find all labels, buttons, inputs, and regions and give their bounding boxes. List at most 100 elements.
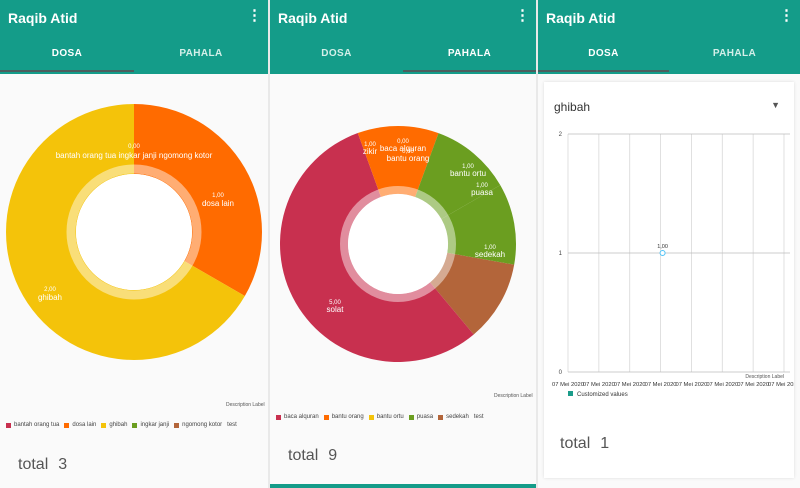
- legend-label: ingkar janji: [140, 422, 170, 428]
- legend-label: baca alquran: [284, 414, 319, 420]
- total-summary: total 1: [560, 435, 609, 453]
- legend-item: baca alquran: [276, 414, 319, 420]
- pie-slice[interactable]: [357, 126, 439, 198]
- overflow-menu-icon[interactable]: ⋮: [515, 7, 530, 24]
- tab-pahala[interactable]: PAHALA: [403, 38, 536, 74]
- chart-legend: baca alquran bantu orang bantu ortu puas…: [276, 414, 488, 420]
- slice-value-label: 1,00: [476, 183, 488, 189]
- legend-swatch: [132, 422, 138, 428]
- total-label: total: [288, 447, 319, 464]
- tab-dosa[interactable]: DOSA: [321, 48, 352, 59]
- screen-pahala-pie: Raqib Atid ⋮ DOSA PAHALA 5,00 solat 1,00 zi…: [270, 0, 536, 488]
- legend-label: Customized values: [577, 392, 628, 398]
- chart-legend: bantah orang tua dosa lain ghibah ingkar…: [6, 422, 242, 428]
- legend-label: sedekah: [446, 414, 469, 420]
- pie-slice[interactable]: [134, 104, 262, 296]
- legend-label: test: [227, 422, 237, 428]
- chart-description: Description Label: [745, 374, 784, 380]
- overflow-menu-icon[interactable]: ⋮: [779, 7, 794, 24]
- overflow-menu-icon[interactable]: ⋮: [247, 7, 262, 24]
- total-value: 3: [58, 456, 68, 473]
- slice-value-label: 1,00: [484, 245, 496, 251]
- legend-label: bantu orang: [331, 414, 364, 420]
- tab-dosa[interactable]: DOSA: [538, 38, 669, 74]
- slice-category-label: bantu orang: [387, 154, 430, 163]
- legend-swatch: [64, 422, 70, 428]
- legend-item: bantah orang tua: [6, 422, 59, 428]
- legend-label: dosa lain: [72, 422, 97, 428]
- dropdown-arrow-icon[interactable]: ▼: [771, 100, 780, 110]
- tab-pahala[interactable]: PAHALA: [712, 48, 757, 59]
- tab-dosa[interactable]: DOSA: [0, 38, 134, 74]
- legend-swatch: [276, 414, 281, 420]
- chart-card: ghibah ▼ 0 1 2 07 Mei 2020 07 Mei 2020 07 Mei…: [544, 82, 794, 478]
- slice-category-label: solat: [327, 305, 345, 314]
- legend-swatch: [323, 414, 329, 420]
- data-point[interactable]: [659, 250, 666, 256]
- legend-swatch: [408, 414, 414, 420]
- x-tick-label: 07 Mei 2020: [552, 382, 584, 388]
- slice-category-label: bantu ortu: [450, 169, 486, 178]
- pie-slice[interactable]: [415, 133, 501, 220]
- legend-item: puasa: [408, 414, 434, 420]
- legend-label: ghibah: [109, 422, 128, 428]
- legend-item: sedekah: [438, 414, 469, 420]
- category-dropdown[interactable]: ghibah: [554, 100, 591, 114]
- screen-dosa-pie: Raqib Atid ⋮ DOSA PAHALA 0,00 bantah oran…: [0, 0, 268, 488]
- legend-swatch: [438, 414, 444, 420]
- legend-swatch: [568, 391, 573, 396]
- legend-item: dosa lain: [64, 422, 96, 428]
- slice-value-label: 0,00: [397, 139, 409, 145]
- total-value: 9: [328, 447, 338, 464]
- x-tick-label: 07 Mei 2020: [706, 382, 738, 388]
- x-tick-label: 07 Mei 2020: [614, 382, 646, 388]
- pie-slice[interactable]: [441, 185, 516, 265]
- divider: [268, 0, 270, 488]
- slice-value-label: 1,00: [462, 164, 474, 170]
- tab-pahala[interactable]: PAHALA: [179, 48, 223, 59]
- slice-value-label: 0,00: [128, 144, 140, 150]
- legend-item: ngomong kotor: [174, 422, 222, 428]
- chart-description: Description Label: [226, 402, 265, 408]
- slice-value-label: 0,00: [402, 149, 414, 155]
- legend-item: bantu ortu: [368, 414, 404, 420]
- donut-hole: [76, 174, 192, 290]
- legend-label: puasa: [416, 414, 434, 420]
- y-tick-label: 0: [559, 370, 563, 376]
- total-summary: total 9: [288, 447, 337, 465]
- donut-ring: [66, 164, 202, 300]
- legend-label: ngomong kotor: [182, 422, 223, 428]
- x-tick-label: 07 Mei 2020: [675, 382, 707, 388]
- legend-item: ghibah: [101, 422, 127, 428]
- pie-slice[interactable]: [6, 104, 245, 360]
- chart-description: Description Label: [494, 393, 533, 399]
- app-title: Raqib Atid: [8, 10, 78, 26]
- pie-slice[interactable]: [280, 133, 474, 362]
- total-label: total: [560, 435, 591, 452]
- app-bar: Raqib Atid ⋮: [270, 0, 536, 38]
- slice-category-label: dosa lain: [202, 199, 234, 208]
- app-title: Raqib Atid: [278, 10, 348, 26]
- slice-value-label: 1,00: [364, 142, 376, 148]
- data-point-label: 1,00: [657, 244, 668, 250]
- y-tick-label: 2: [559, 132, 563, 138]
- tab-bar: DOSA PAHALA: [538, 38, 800, 74]
- pie-slice[interactable]: [430, 252, 515, 335]
- legend-item: test: [474, 414, 484, 420]
- tab-bar: DOSA PAHALA: [270, 38, 536, 74]
- donut-ring: [340, 186, 456, 302]
- slice-category-label: baca alquran: [380, 144, 426, 153]
- slice-value-label: 1,00: [212, 193, 224, 199]
- donut-hole: [348, 194, 448, 294]
- x-tick-label: 07 Mei 2020: [737, 382, 769, 388]
- divider: [536, 0, 538, 488]
- app-bar: Raqib Atid ⋮: [538, 0, 800, 38]
- screen-dosa-line: Raqib Atid ⋮ DOSA PAHALA ghibah ▼ 0 1 2 07 …: [538, 0, 800, 488]
- legend-item: test: [227, 422, 237, 428]
- x-tick-label: 07 Mei 2020: [768, 382, 794, 388]
- total-summary: total 3: [18, 456, 67, 474]
